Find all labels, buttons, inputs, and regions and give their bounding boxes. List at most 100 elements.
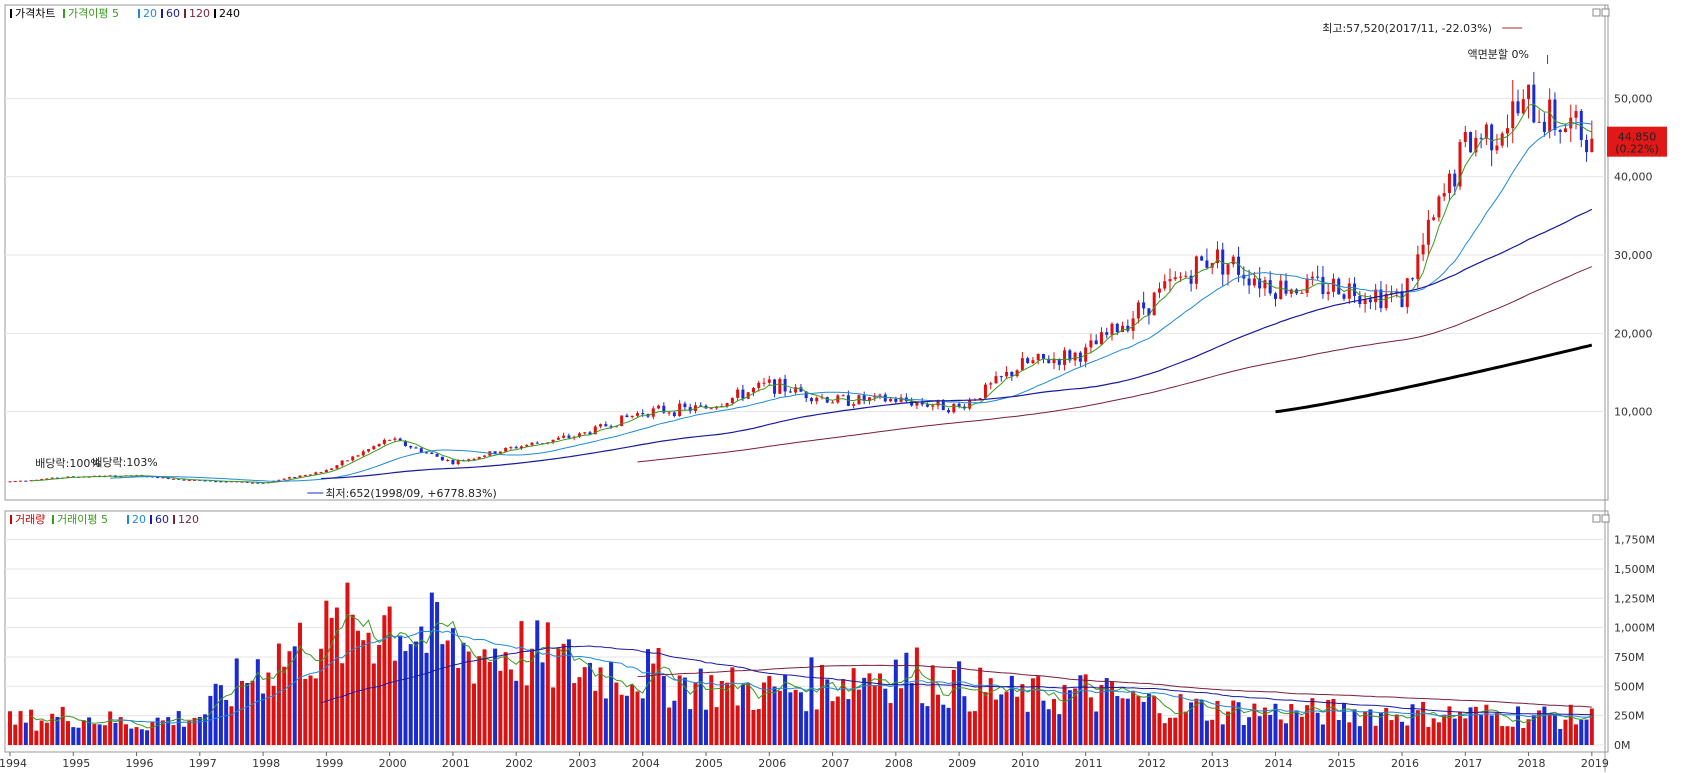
candle-body: [1115, 323, 1119, 333]
candle-body: [804, 391, 808, 399]
candle-body: [493, 451, 497, 454]
volume-bar: [171, 725, 176, 745]
volume-tick-label: 250M: [1614, 710, 1645, 723]
candle-body: [293, 477, 297, 479]
candle-body: [1542, 121, 1546, 132]
candle-body: [1047, 358, 1051, 364]
candle-body: [947, 410, 951, 413]
volume-bar: [472, 683, 477, 745]
volume-series: [8, 582, 1594, 745]
volume-bar: [113, 722, 118, 745]
candle-body: [936, 399, 940, 406]
candle-body: [720, 405, 724, 407]
volume-bar: [593, 690, 598, 745]
candle-body: [1099, 332, 1103, 345]
volume-bar: [482, 649, 487, 745]
volume-bar: [1494, 712, 1499, 745]
volume-bar: [166, 717, 171, 745]
volume-bar: [308, 675, 313, 745]
volume-bar: [1315, 712, 1320, 745]
candle-body: [815, 397, 819, 402]
x-tick-label: 2002: [505, 757, 533, 770]
candle-body: [852, 404, 856, 406]
candle-body: [240, 481, 244, 483]
volume-bar: [804, 711, 809, 745]
volume-bar: [972, 711, 977, 745]
candle-body: [867, 397, 871, 401]
candle-body: [1432, 217, 1436, 220]
candle-body: [509, 447, 513, 449]
candle-body: [767, 379, 771, 383]
candle-body: [1453, 173, 1457, 187]
candle-body: [1252, 278, 1256, 286]
candle-body: [287, 477, 291, 479]
candle-body: [725, 402, 729, 406]
volume-bar: [1078, 675, 1083, 745]
panel-minimize-button[interactable]: [1592, 8, 1601, 17]
panel-close-button[interactable]: [1601, 514, 1610, 523]
volume-bar: [983, 692, 988, 745]
x-tick-label: 2013: [1201, 757, 1229, 770]
candle-body: [1205, 260, 1209, 268]
candle-body: [1389, 292, 1393, 294]
candle-body: [1532, 84, 1536, 123]
volume-bar: [1025, 711, 1030, 745]
volume-bar: [1131, 690, 1136, 745]
panel-close-button[interactable]: [1601, 8, 1610, 17]
volume-bar: [1125, 698, 1130, 745]
volume-bar: [756, 709, 761, 745]
candle-body: [498, 451, 502, 454]
candle-body: [425, 452, 429, 454]
price-legend-marker: [184, 9, 186, 18]
candle-body: [208, 480, 212, 482]
volume-bar: [735, 705, 740, 745]
candle-body: [372, 446, 376, 450]
volume-bar: [646, 649, 651, 745]
volume-bar: [1057, 714, 1062, 745]
volume-bar: [920, 703, 925, 745]
candle-body: [1005, 371, 1009, 377]
volume-bar: [8, 711, 12, 745]
volume-bar: [213, 683, 218, 745]
candle-body: [1363, 299, 1367, 305]
volume-bar: [1273, 703, 1278, 745]
volume-bar: [1104, 678, 1109, 745]
panel-minimize-button[interactable]: [1592, 514, 1601, 523]
volume-legend-label: 20: [132, 513, 146, 526]
volume-bar: [1579, 719, 1584, 745]
volume-bar: [1278, 719, 1283, 745]
candle-body: [1273, 293, 1277, 300]
candle-body: [1131, 318, 1135, 331]
volume-bar: [1479, 715, 1484, 745]
candle-body: [562, 435, 566, 438]
volume-bar: [962, 696, 967, 745]
volume-bar: [150, 722, 155, 745]
candle-body: [1537, 121, 1541, 123]
candle-body: [1263, 280, 1267, 289]
volume-bar: [1183, 711, 1188, 745]
candle-body: [55, 477, 59, 479]
volume-bar: [1268, 714, 1273, 745]
volume-bar: [767, 675, 772, 745]
volume-bar: [677, 675, 682, 745]
candle-body: [983, 384, 987, 399]
x-tick-label: 2012: [1138, 757, 1166, 770]
volume-bar: [134, 727, 139, 745]
volume-bar: [1215, 700, 1220, 745]
candle-body: [1068, 350, 1072, 361]
volume-bar: [129, 728, 134, 745]
volume-bar: [556, 648, 561, 745]
candle-body: [40, 479, 44, 481]
volume-bar: [693, 682, 698, 745]
candle-body: [440, 456, 444, 461]
volume-bar: [1394, 714, 1399, 745]
candle-body: [535, 442, 539, 444]
volume-bar: [1152, 696, 1157, 745]
candle-body: [1310, 276, 1314, 279]
volume-bar: [1083, 674, 1088, 745]
candle-body: [1563, 128, 1567, 133]
volume-bar: [1046, 709, 1051, 745]
volume-bar: [951, 669, 956, 745]
volume-bar: [155, 717, 160, 745]
